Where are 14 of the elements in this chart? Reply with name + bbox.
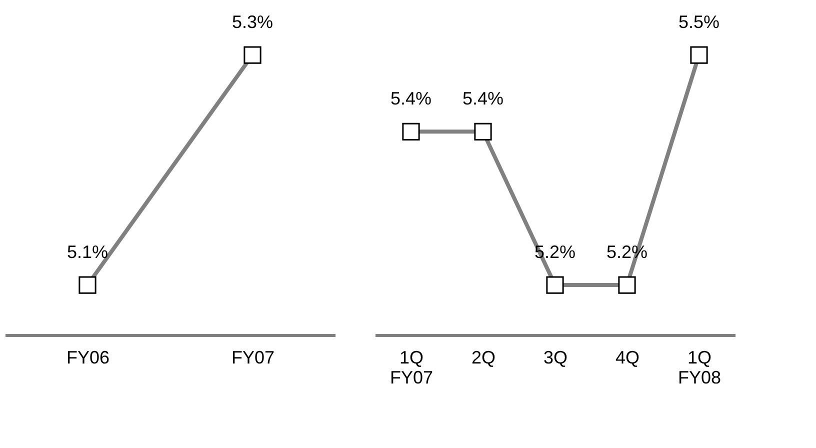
data-label: 5.2% [606, 242, 648, 262]
x-tick-label: 2Q [471, 348, 496, 368]
x-tick-label: FY06 [66, 348, 110, 368]
x-tick-label: 3Q [543, 348, 568, 368]
data-label: 5.1% [66, 242, 108, 262]
x-tick-label: FY07 [231, 348, 275, 368]
data-label: 5.2% [534, 242, 576, 262]
data-label: 5.3% [232, 12, 274, 32]
data-label: 5.4% [462, 88, 504, 109]
x-tick-label: 4Q [615, 348, 640, 368]
x-tick-label: 1Q FY08 [678, 348, 722, 388]
data-label: 5.5% [678, 12, 720, 32]
data-label: 5.4% [390, 88, 432, 109]
x-tick-label: 1Q FY07 [390, 348, 434, 388]
